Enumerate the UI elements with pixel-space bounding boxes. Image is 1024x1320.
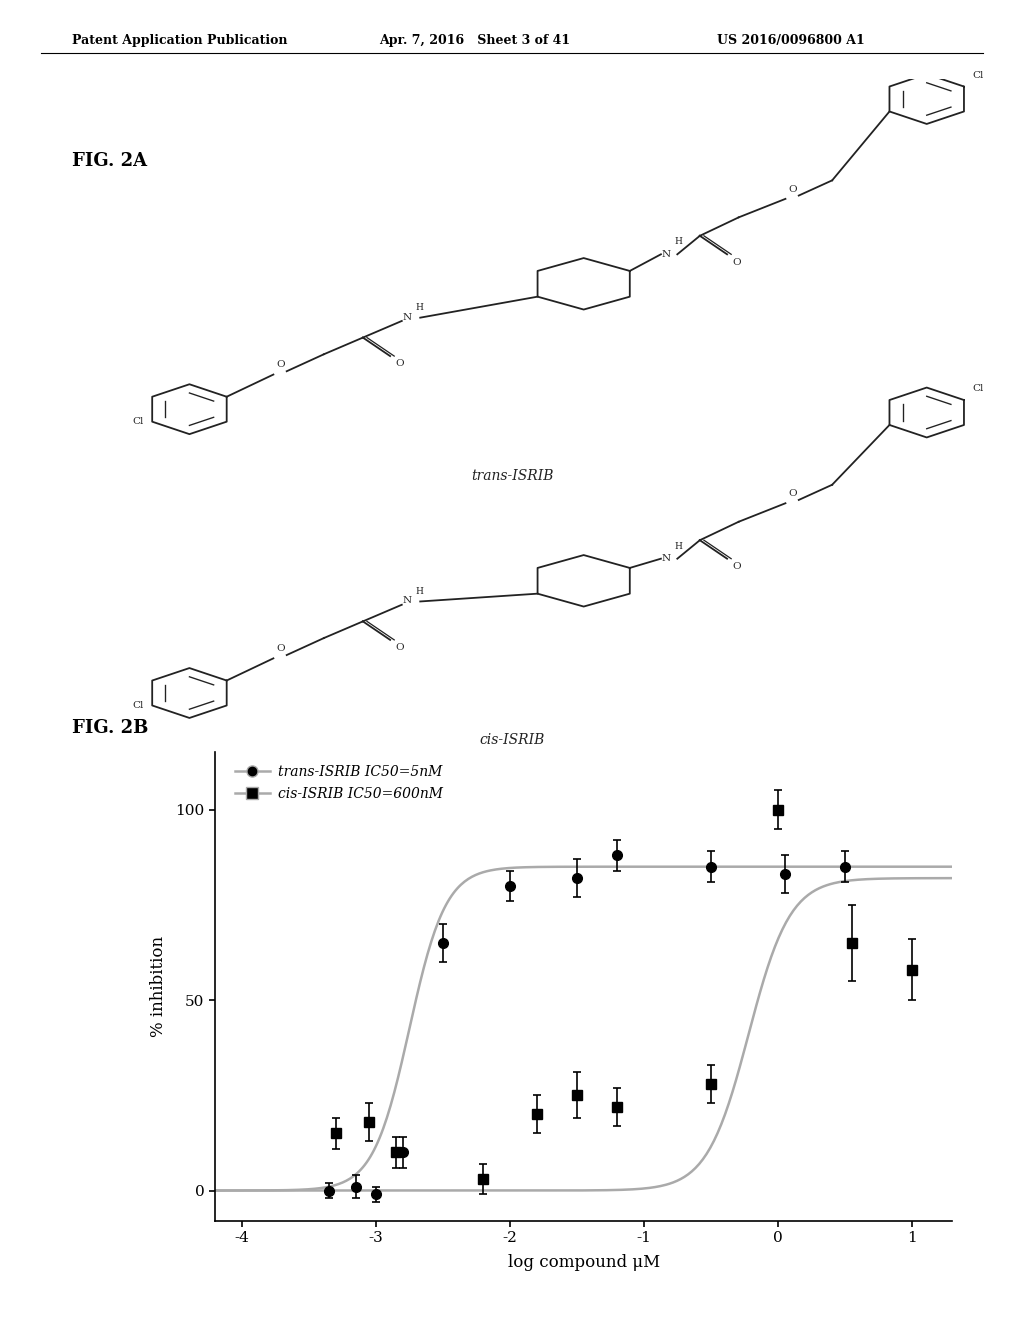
- Text: US 2016/0096800 A1: US 2016/0096800 A1: [717, 34, 864, 48]
- Text: FIG. 2B: FIG. 2B: [72, 719, 148, 738]
- Text: N: N: [662, 249, 671, 259]
- Y-axis label: % inhibition: % inhibition: [151, 936, 167, 1038]
- Text: O: O: [276, 360, 285, 370]
- Text: Cl: Cl: [133, 417, 144, 426]
- Text: trans-ISRIB: trans-ISRIB: [471, 469, 553, 483]
- Text: Patent Application Publication: Patent Application Publication: [72, 34, 287, 48]
- Text: H: H: [674, 541, 682, 550]
- Text: N: N: [662, 554, 671, 564]
- Text: O: O: [276, 644, 285, 653]
- Text: O: O: [395, 643, 403, 652]
- Text: Cl: Cl: [972, 71, 983, 81]
- Text: O: O: [788, 185, 797, 194]
- Text: H: H: [415, 304, 423, 313]
- Text: Cl: Cl: [972, 384, 983, 393]
- Text: FIG. 2A: FIG. 2A: [72, 152, 146, 170]
- Text: O: O: [732, 562, 740, 572]
- Text: O: O: [395, 359, 403, 368]
- Text: H: H: [674, 238, 682, 247]
- Text: N: N: [402, 313, 412, 322]
- Text: Apr. 7, 2016   Sheet 3 of 41: Apr. 7, 2016 Sheet 3 of 41: [379, 34, 570, 48]
- Text: cis-ISRIB: cis-ISRIB: [479, 733, 545, 747]
- Text: N: N: [402, 597, 412, 606]
- Text: O: O: [788, 488, 797, 498]
- Text: Cl: Cl: [133, 701, 144, 710]
- Text: O: O: [732, 257, 740, 267]
- X-axis label: log compound μM: log compound μM: [508, 1254, 659, 1271]
- Legend: trans-ISRIB IC50=5nM, cis-ISRIB IC50=600nM: trans-ISRIB IC50=5nM, cis-ISRIB IC50=600…: [229, 759, 449, 807]
- Text: H: H: [415, 587, 423, 597]
